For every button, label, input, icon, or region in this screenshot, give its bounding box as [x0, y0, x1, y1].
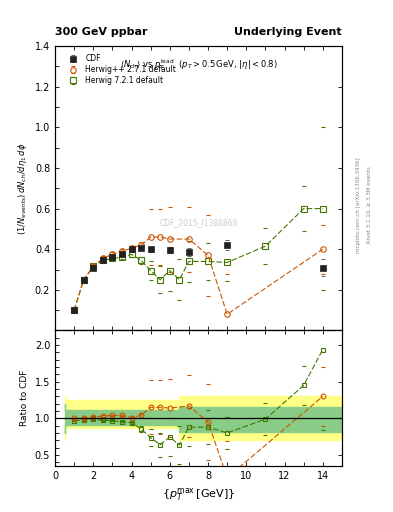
Text: Underlying Event: Underlying Event: [234, 27, 342, 37]
Y-axis label: $(1/N_\mathrm{events})\,dN_\mathrm{ch}/d\eta_1\,d\phi$: $(1/N_\mathrm{events})\,dN_\mathrm{ch}/d…: [16, 142, 29, 234]
Text: mcplots.cern.ch [arXiv:1306.3436]: mcplots.cern.ch [arXiv:1306.3436]: [356, 157, 361, 252]
Text: CDF_2015_I1388868: CDF_2015_I1388868: [159, 218, 238, 227]
Text: $\langle N_\mathrm{ch}\rangle$ vs $p_T^\mathrm{lead}$  $(p_T > 0.5\,\mathrm{GeV}: $\langle N_\mathrm{ch}\rangle$ vs $p_T^\…: [119, 57, 277, 72]
Text: 300 GeV ppbar: 300 GeV ppbar: [55, 27, 147, 37]
Y-axis label: Ratio to CDF: Ratio to CDF: [20, 370, 29, 426]
X-axis label: $\{p_T^\mathrm{max}\,[\mathrm{GeV}]\}$: $\{p_T^\mathrm{max}\,[\mathrm{GeV}]\}$: [162, 486, 235, 503]
Legend: CDF, Herwig++ 2.7.1 default, Herwig 7.2.1 default: CDF, Herwig++ 2.7.1 default, Herwig 7.2.…: [62, 53, 178, 87]
Text: Rivet 3.1.10, ≥ 3.3M events: Rivet 3.1.10, ≥ 3.3M events: [367, 166, 372, 243]
